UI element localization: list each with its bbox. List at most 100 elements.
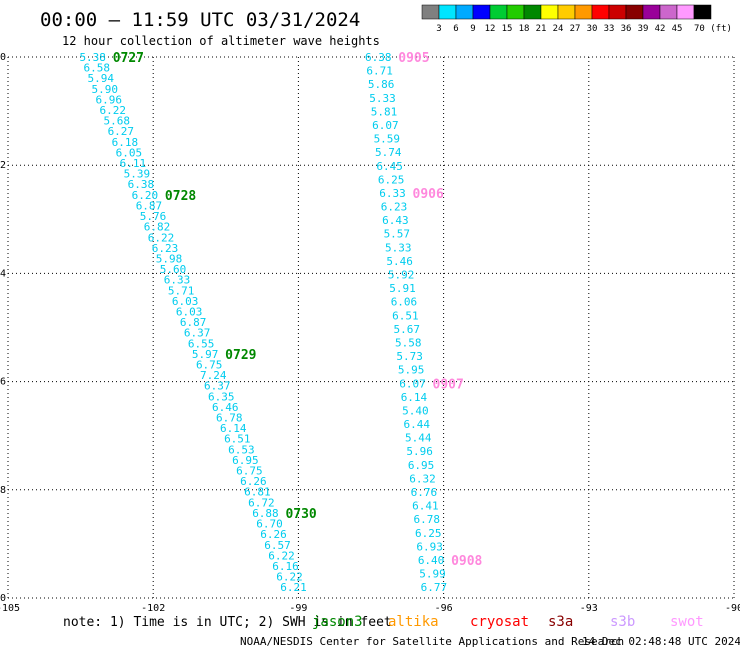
x-tick-label: -96 <box>435 603 453 614</box>
wave-height-value: 5.74 <box>375 146 402 159</box>
colorbar-label: 24 <box>553 24 564 34</box>
colorbar-swatch <box>472 4 491 20</box>
wave-height-value: 5.99 <box>419 568 446 581</box>
colorbar-label: 21 <box>536 24 547 34</box>
wave-height-value: 6.21 <box>280 581 307 594</box>
colorbar-label: 30 <box>587 24 598 34</box>
colorbar-swatch <box>455 4 474 20</box>
colorbar-swatch <box>608 4 627 20</box>
wave-height-value: 6.81 <box>244 486 271 499</box>
colorbar-legend: 3 6 9 12 15 18 21 24 27 30 33 36 39 42 45 70 (ft) <box>421 4 732 34</box>
colorbar-label: 3 <box>436 24 441 34</box>
wave-height-value: 7.24 <box>200 369 227 382</box>
wave-height-value: 5.67 <box>394 323 421 336</box>
wave-height-value: 6.25 <box>415 527 442 540</box>
timestamp: 14 Dec 02:48:48 UTC 2024 <box>582 635 740 648</box>
pass-time-label: 0730 <box>285 507 316 522</box>
satellite-legend: jason3 altika cryosat s3a s3b swot <box>312 614 704 630</box>
wave-height-value: 6.76 <box>411 486 438 499</box>
wave-height-value: 6.37 <box>184 327 211 340</box>
colorbar-swatch <box>676 4 695 20</box>
axis-ticks: -105 -102 -99 -96 -93 -90 -10 -12 -14 -16 -18 -20 <box>0 52 740 614</box>
colorbar-swatch <box>591 4 610 20</box>
wave-height-value: 6.22 <box>268 549 295 562</box>
wave-height-value: 6.23 <box>381 201 408 214</box>
y-tick-label: -16 <box>0 377 6 388</box>
wave-height-value: 5.44 <box>405 432 432 445</box>
satellite-legend-item: s3b <box>610 614 635 630</box>
wave-height-value: 5.71 <box>168 284 195 297</box>
wave-height-value: 6.14 <box>220 422 247 435</box>
colorbar-swatch <box>574 4 593 20</box>
wave-height-value: 6.75 <box>196 359 223 372</box>
x-tick-label: -105 <box>0 603 20 614</box>
wave-height-value: 6.16 <box>272 560 299 573</box>
x-tick-label: -102 <box>141 603 165 614</box>
wave-height-value: 5.76 <box>140 210 167 223</box>
colorbar-label: 15 <box>502 24 513 34</box>
colorbar-swatch <box>625 4 644 20</box>
wave-height-value: 6.78 <box>414 513 441 526</box>
colorbar-label: 6 <box>453 24 458 34</box>
chart-title: 00:00 – 11:59 UTC 03/31/2024 <box>40 9 360 31</box>
wave-height-value: 5.98 <box>156 252 183 265</box>
colorbar-label: 27 <box>570 24 581 34</box>
chart-subtitle: 12 hour collection of altimeter wave hei… <box>62 34 380 48</box>
wave-height-value: 6.37 <box>204 380 231 393</box>
wave-height-value: 6.87 <box>180 316 207 329</box>
wave-height-value: 6.75 <box>236 465 263 478</box>
pass-time-label: 0905 <box>398 51 429 66</box>
wave-height-value: 5.40 <box>402 404 429 417</box>
wave-height-value: 6.70 <box>256 518 283 531</box>
wave-height-value: 6.96 <box>96 93 123 106</box>
wave-height-value: 6.44 <box>404 418 431 431</box>
wave-height-value: 6.22 <box>276 571 303 584</box>
satellite-legend-item: jason3 <box>312 614 363 630</box>
wave-height-value: 5.33 <box>385 241 412 254</box>
plot-grid <box>7 56 735 599</box>
wave-height-value: 5.57 <box>384 228 411 241</box>
wave-height-value: 6.95 <box>408 459 435 472</box>
wave-height-value: 6.14 <box>401 391 428 404</box>
wave-height-value: 5.97 <box>192 348 219 361</box>
wave-height-value: 6.22 <box>148 231 175 244</box>
wave-height-value: 6.51 <box>392 309 419 322</box>
wave-height-value: 6.78 <box>216 412 243 425</box>
wave-height-value: 5.86 <box>368 78 395 91</box>
wave-height-value: 6.32 <box>409 472 436 485</box>
y-tick-label: -12 <box>0 160 6 171</box>
wave-height-value: 5.73 <box>396 350 423 363</box>
wave-height-value: 6.38 <box>365 51 392 64</box>
wave-height-value: 6.93 <box>416 540 443 553</box>
pass-time-label: 0729 <box>225 348 256 363</box>
wave-height-value: 6.23 <box>152 242 179 255</box>
wave-height-value: 6.77 <box>421 581 448 594</box>
wave-height-value: 5.59 <box>374 133 401 146</box>
wave-height-value: 6.40 <box>418 554 445 567</box>
colorbar-label: 33 <box>604 24 615 34</box>
footnote: note: 1) Time is in UTC; 2) SWH is in fe… <box>63 615 392 630</box>
colorbar-label: 12 <box>485 24 496 34</box>
wave-height-value: 5.39 <box>124 168 151 181</box>
wave-height-value: 6.07 <box>399 377 426 390</box>
wave-height-value: 6.87 <box>136 199 163 212</box>
wave-height-value: 5.68 <box>104 115 131 128</box>
wave-height-value: 5.60 <box>160 263 187 276</box>
colorbar-label: 36 <box>621 24 632 34</box>
credit-line: NOAA/NESDIS Center for Satellite Applica… <box>240 635 624 648</box>
colorbar-label: 18 <box>519 24 530 34</box>
wave-height-value: 6.33 <box>164 274 191 287</box>
pass-time-label: 0906 <box>413 187 444 202</box>
colorbar-swatch <box>642 4 661 20</box>
wave-height-value: 6.43 <box>382 214 409 227</box>
wave-height-value: 6.03 <box>176 305 203 318</box>
colorbar-swatch <box>693 4 712 20</box>
wave-height-value: 5.90 <box>92 83 119 96</box>
colorbar-label: 70 (ft) <box>694 24 732 34</box>
wave-height-value: 6.27 <box>108 125 135 138</box>
wave-height-value: 6.41 <box>412 500 439 513</box>
wave-height-value: 6.03 <box>172 295 199 308</box>
wave-height-value: 6.82 <box>144 221 171 234</box>
satellite-legend-item: swot <box>670 614 704 630</box>
wave-height-value: 6.88 <box>252 507 279 520</box>
